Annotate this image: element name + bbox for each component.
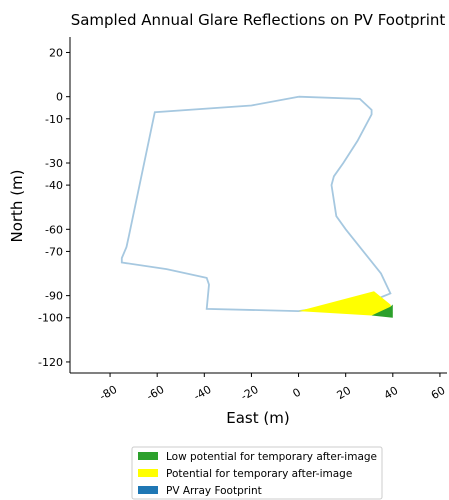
x-tick-label: 40 <box>382 384 401 402</box>
y-axis-title: North (m) <box>8 169 26 242</box>
legend-swatch <box>138 452 158 460</box>
y-tick-label: -40 <box>45 179 63 192</box>
y-tick-label: -10 <box>45 113 63 126</box>
y-tick-label: 0 <box>56 91 63 104</box>
x-tick-label: -40 <box>192 383 214 403</box>
plot-marks <box>120 95 393 318</box>
chart-title: Sampled Annual Glare Reflections on PV F… <box>71 11 446 29</box>
legend-swatch <box>138 486 158 494</box>
legend-label: Low potential for temporary after-image <box>166 451 377 463</box>
legend-swatch <box>138 469 158 477</box>
legend: Low potential for temporary after-image P… <box>131 446 383 500</box>
x-tick-label: -80 <box>97 383 119 403</box>
legend-frame <box>131 446 383 500</box>
x-tick-label: -60 <box>144 383 166 403</box>
x-tick-label: 60 <box>429 384 448 402</box>
x-tick-label: 20 <box>335 384 354 402</box>
legend-label: PV Array Footprint <box>166 485 262 497</box>
x-axis-title: East (m) <box>226 409 289 427</box>
y-axis-ticks: 20 0 -10 -30 -40 -60 -70 -90 -100 -120 <box>38 46 70 369</box>
y-tick-label: -90 <box>45 290 63 303</box>
x-tick-label: -20 <box>239 383 261 403</box>
y-tick-label: -70 <box>45 245 63 258</box>
y-tick-label: -120 <box>38 356 63 369</box>
series-outline-0 <box>120 95 392 313</box>
x-axis-ticks: -80 -60 -40 -20 0 20 40 60 <box>97 373 447 403</box>
x-tick-label: 0 <box>291 386 304 401</box>
legend-items: Low potential for temporary after-image P… <box>138 451 377 497</box>
y-tick-label: -30 <box>45 157 63 170</box>
series-fill-1 <box>298 291 393 316</box>
legend-label: Potential for temporary after-image <box>166 468 352 480</box>
y-tick-label: -60 <box>45 223 63 236</box>
y-tick-label: -100 <box>38 312 63 325</box>
series-fill-2 <box>371 304 393 318</box>
y-tick-label: 20 <box>49 46 63 59</box>
